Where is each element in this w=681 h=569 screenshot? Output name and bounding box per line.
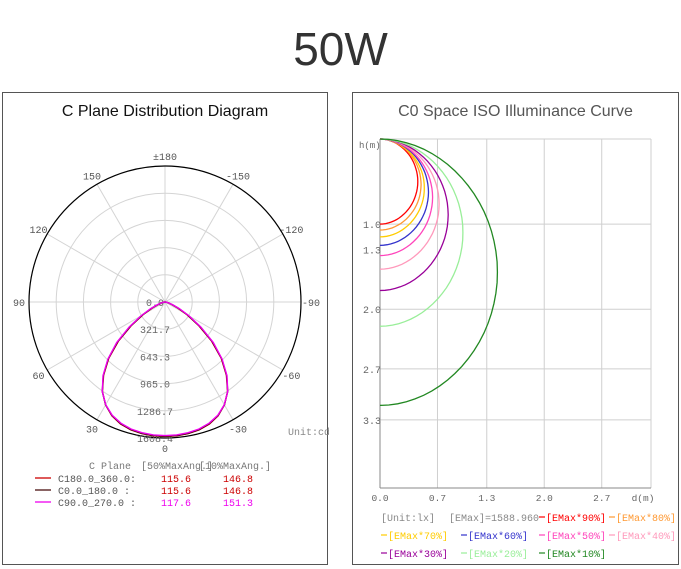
legend-beam50-value: 117.6 [161, 499, 191, 510]
iso-series-curve [379, 138, 449, 292]
iso-series-curve [379, 138, 440, 270]
polar-angle-label: -30 [229, 425, 247, 436]
iso-x-tick-label: 0.7 [429, 493, 446, 504]
polar-angle-label: 90 [13, 299, 25, 310]
polar-angle-label: -90 [302, 299, 320, 310]
polar-series-curve [101, 301, 229, 437]
polar-chart-title: C Plane Distribution Diagram [61, 103, 269, 120]
iso-legend-label: [EMax*90%] [546, 513, 606, 525]
polar-radial-label: 321.7 [140, 326, 170, 337]
iso-series-curve [379, 138, 464, 327]
legend-series-name: C180.0_360.0: [58, 475, 136, 486]
iso-legend-label: [EMax*40%] [616, 531, 676, 543]
polar-angle-label: 150 [83, 173, 101, 184]
legend-beam50-value: 115.6 [161, 487, 191, 498]
polar-radial-label: 1608.4 [137, 435, 173, 446]
polar-grid-spoke [96, 301, 166, 421]
iso-y-tick-label: 3.3 [363, 417, 381, 428]
iso-legend-label: [EMax*20%] [468, 549, 528, 561]
polar-chart: ±180 150 -150 120 -120 90 -90 60 -60 30 -30 0 0.0 321… [13, 153, 329, 510]
polar-angle-label: 0 [162, 445, 168, 456]
polar-radial-label: 1286.7 [137, 408, 173, 419]
iso-x-tick-label: 2.0 [536, 493, 553, 504]
iso-y-axis-label: h(m) [359, 141, 381, 151]
iso-series-curve [379, 138, 434, 257]
polar-unit-label: Unit:cd [288, 427, 329, 439]
iso-unit-label: [Unit:lx] [381, 513, 435, 525]
legend-series-name: C90.0_270.0 : [58, 499, 136, 510]
iso-legend-label: [EMax*30%] [388, 549, 448, 561]
iso-y-tick-label: 1.3 [363, 247, 381, 258]
polar-angle-label: 120 [30, 226, 48, 237]
polar-angle-label: -120 [279, 226, 303, 237]
polar-radial-label: 965.0 [140, 381, 170, 392]
legend-beam10-value: 146.8 [223, 487, 253, 498]
polar-grid-spoke [96, 183, 166, 303]
polar-angle-label: ±180 [153, 153, 177, 164]
iso-y-tick-label: 2.0 [363, 306, 381, 317]
iso-emax-label: [EMax]=1588.960 [449, 513, 539, 525]
iso-legend-label: [EMax*60%] [468, 531, 528, 543]
iso-legend-label: [EMax*70%] [388, 531, 448, 543]
polar-grid-spoke [164, 301, 234, 421]
iso-y-tick-label: 1.0 [363, 221, 381, 232]
legend-header-plane: C Plane [89, 461, 131, 473]
polar-grid-spoke [164, 183, 234, 303]
iso-legend-label: [EMax*10%] [546, 549, 606, 561]
iso-chart-panel: C0 Space ISO Illuminance Curve h(m) 1.0 1.… [352, 92, 679, 565]
iso-chart: h(m) 1.0 1.3 2.0 2.7 3.3 0.0 0.7 1.3 2.0 2.7 d(m) [U… [359, 138, 676, 561]
legend-beam10-value: 151.3 [223, 499, 253, 510]
legend-beam10-value: 146.8 [223, 475, 253, 486]
iso-y-tick-label: 2.7 [363, 366, 381, 377]
polar-grid-spoke [46, 233, 166, 303]
polar-angle-label: 60 [33, 372, 45, 383]
iso-x-tick-label: 2.7 [593, 493, 610, 504]
legend-beam50-value: 115.6 [161, 475, 191, 486]
iso-series-curve [379, 138, 499, 407]
legend-header-beam10: [10%MaxAng.] [199, 461, 271, 473]
polar-angle-label: -60 [282, 372, 300, 383]
iso-chart-title: C0 Space ISO Illuminance Curve [398, 103, 633, 120]
page-title: 50W [293, 23, 388, 75]
polar-grid-spoke [164, 233, 284, 303]
iso-legend-label: [EMax*80%] [616, 513, 676, 525]
legend-series-name: C0.0_180.0 : [58, 487, 130, 498]
iso-x-tick-label: 0.0 [371, 493, 388, 504]
polar-radial-label: 0.0 [146, 299, 164, 310]
polar-radial-label: 643.3 [140, 353, 170, 364]
polar-angle-label: 30 [86, 425, 98, 436]
polar-angle-label: -150 [226, 173, 250, 184]
polar-chart-panel: C Plane Distribution Diagram ±180 150 -150… [2, 92, 329, 565]
legend-header-beam50: [50%MaxAng.] [141, 461, 213, 473]
iso-x-tick-label: d(m) [632, 493, 655, 504]
iso-legend-label: [EMax*50%] [546, 531, 606, 543]
polar-outer-circle [28, 165, 302, 439]
iso-x-tick-label: 1.3 [478, 493, 495, 504]
